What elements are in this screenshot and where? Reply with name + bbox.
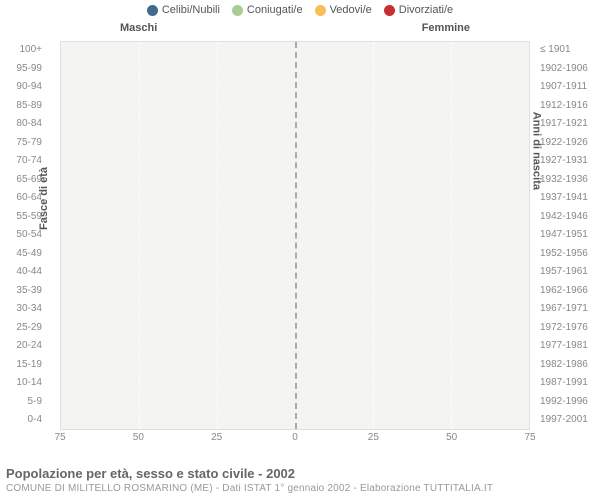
legend-item: Celibi/Nubili <box>147 4 220 16</box>
age-label: 50-54 <box>4 226 42 245</box>
gender-headers: Maschi Femmine <box>60 22 530 34</box>
legend-swatch <box>147 5 158 16</box>
age-label: 65-69 <box>4 171 42 190</box>
right-year-labels: ≤ 19011902-19061907-19111912-19161917-19… <box>540 41 596 430</box>
year-label: 1932-1936 <box>540 171 596 190</box>
legend-item: Vedovi/e <box>315 4 372 16</box>
year-label: 1922-1926 <box>540 134 596 153</box>
year-label: 1977-1981 <box>540 337 596 356</box>
year-label: ≤ 1901 <box>540 41 596 60</box>
year-label: 1962-1966 <box>540 282 596 301</box>
female-header: Femmine <box>422 22 470 34</box>
age-label: 100+ <box>4 41 42 60</box>
age-label: 0-4 <box>4 411 42 430</box>
year-label: 1907-1911 <box>540 78 596 97</box>
legend-item: Divorziati/e <box>384 4 453 16</box>
x-tick: 0 <box>292 432 298 443</box>
age-label: 45-49 <box>4 245 42 264</box>
age-label: 25-29 <box>4 319 42 338</box>
year-label: 1902-1906 <box>540 60 596 79</box>
age-label: 5-9 <box>4 393 42 412</box>
age-label: 95-99 <box>4 60 42 79</box>
chart-title: Popolazione per età, sesso e stato civil… <box>6 466 594 481</box>
year-label: 1997-2001 <box>540 411 596 430</box>
age-label: 40-44 <box>4 263 42 282</box>
legend-swatch <box>384 5 395 16</box>
age-label: 35-39 <box>4 282 42 301</box>
x-tick: 25 <box>211 432 222 443</box>
x-tick: 75 <box>524 432 535 443</box>
age-label: 90-94 <box>4 78 42 97</box>
x-axis-ticks: 7550250255075 <box>60 432 530 446</box>
legend-label: Vedovi/e <box>330 4 372 16</box>
age-label: 20-24 <box>4 337 42 356</box>
legend-swatch <box>232 5 243 16</box>
left-age-labels: 100+95-9990-9485-8980-8475-7970-7465-696… <box>4 41 42 430</box>
year-label: 1952-1956 <box>540 245 596 264</box>
year-label: 1957-1961 <box>540 263 596 282</box>
x-tick: 50 <box>133 432 144 443</box>
x-tick: 50 <box>446 432 457 443</box>
age-label: 30-34 <box>4 300 42 319</box>
year-label: 1937-1941 <box>540 189 596 208</box>
age-label: 80-84 <box>4 115 42 134</box>
male-header: Maschi <box>120 22 157 34</box>
year-label: 1942-1946 <box>540 208 596 227</box>
center-line <box>295 42 297 429</box>
x-tick: 75 <box>54 432 65 443</box>
age-label: 85-89 <box>4 97 42 116</box>
year-label: 1927-1931 <box>540 152 596 171</box>
x-tick: 25 <box>368 432 379 443</box>
legend-swatch <box>315 5 326 16</box>
age-label: 60-64 <box>4 189 42 208</box>
plot-area <box>60 41 530 430</box>
age-label: 70-74 <box>4 152 42 171</box>
legend-item: Coniugati/e <box>232 4 303 16</box>
year-label: 1972-1976 <box>540 319 596 338</box>
age-label: 10-14 <box>4 374 42 393</box>
legend: Celibi/Nubili Coniugati/e Vedovi/e Divorzia… <box>0 4 600 16</box>
year-label: 1912-1916 <box>540 97 596 116</box>
year-label: 1992-1996 <box>540 393 596 412</box>
chart-subtitle: COMUNE DI MILITELLO ROSMARINO (ME) - Dat… <box>6 483 594 494</box>
year-label: 1917-1921 <box>540 115 596 134</box>
legend-label: Celibi/Nubili <box>162 4 220 16</box>
footer: Popolazione per età, sesso e stato civil… <box>6 466 594 494</box>
legend-label: Coniugati/e <box>247 4 303 16</box>
age-label: 15-19 <box>4 356 42 375</box>
year-label: 1947-1951 <box>540 226 596 245</box>
legend-label: Divorziati/e <box>399 4 453 16</box>
age-label: 55-59 <box>4 208 42 227</box>
year-label: 1967-1971 <box>540 300 596 319</box>
year-label: 1982-1986 <box>540 356 596 375</box>
age-label: 75-79 <box>4 134 42 153</box>
year-label: 1987-1991 <box>540 374 596 393</box>
